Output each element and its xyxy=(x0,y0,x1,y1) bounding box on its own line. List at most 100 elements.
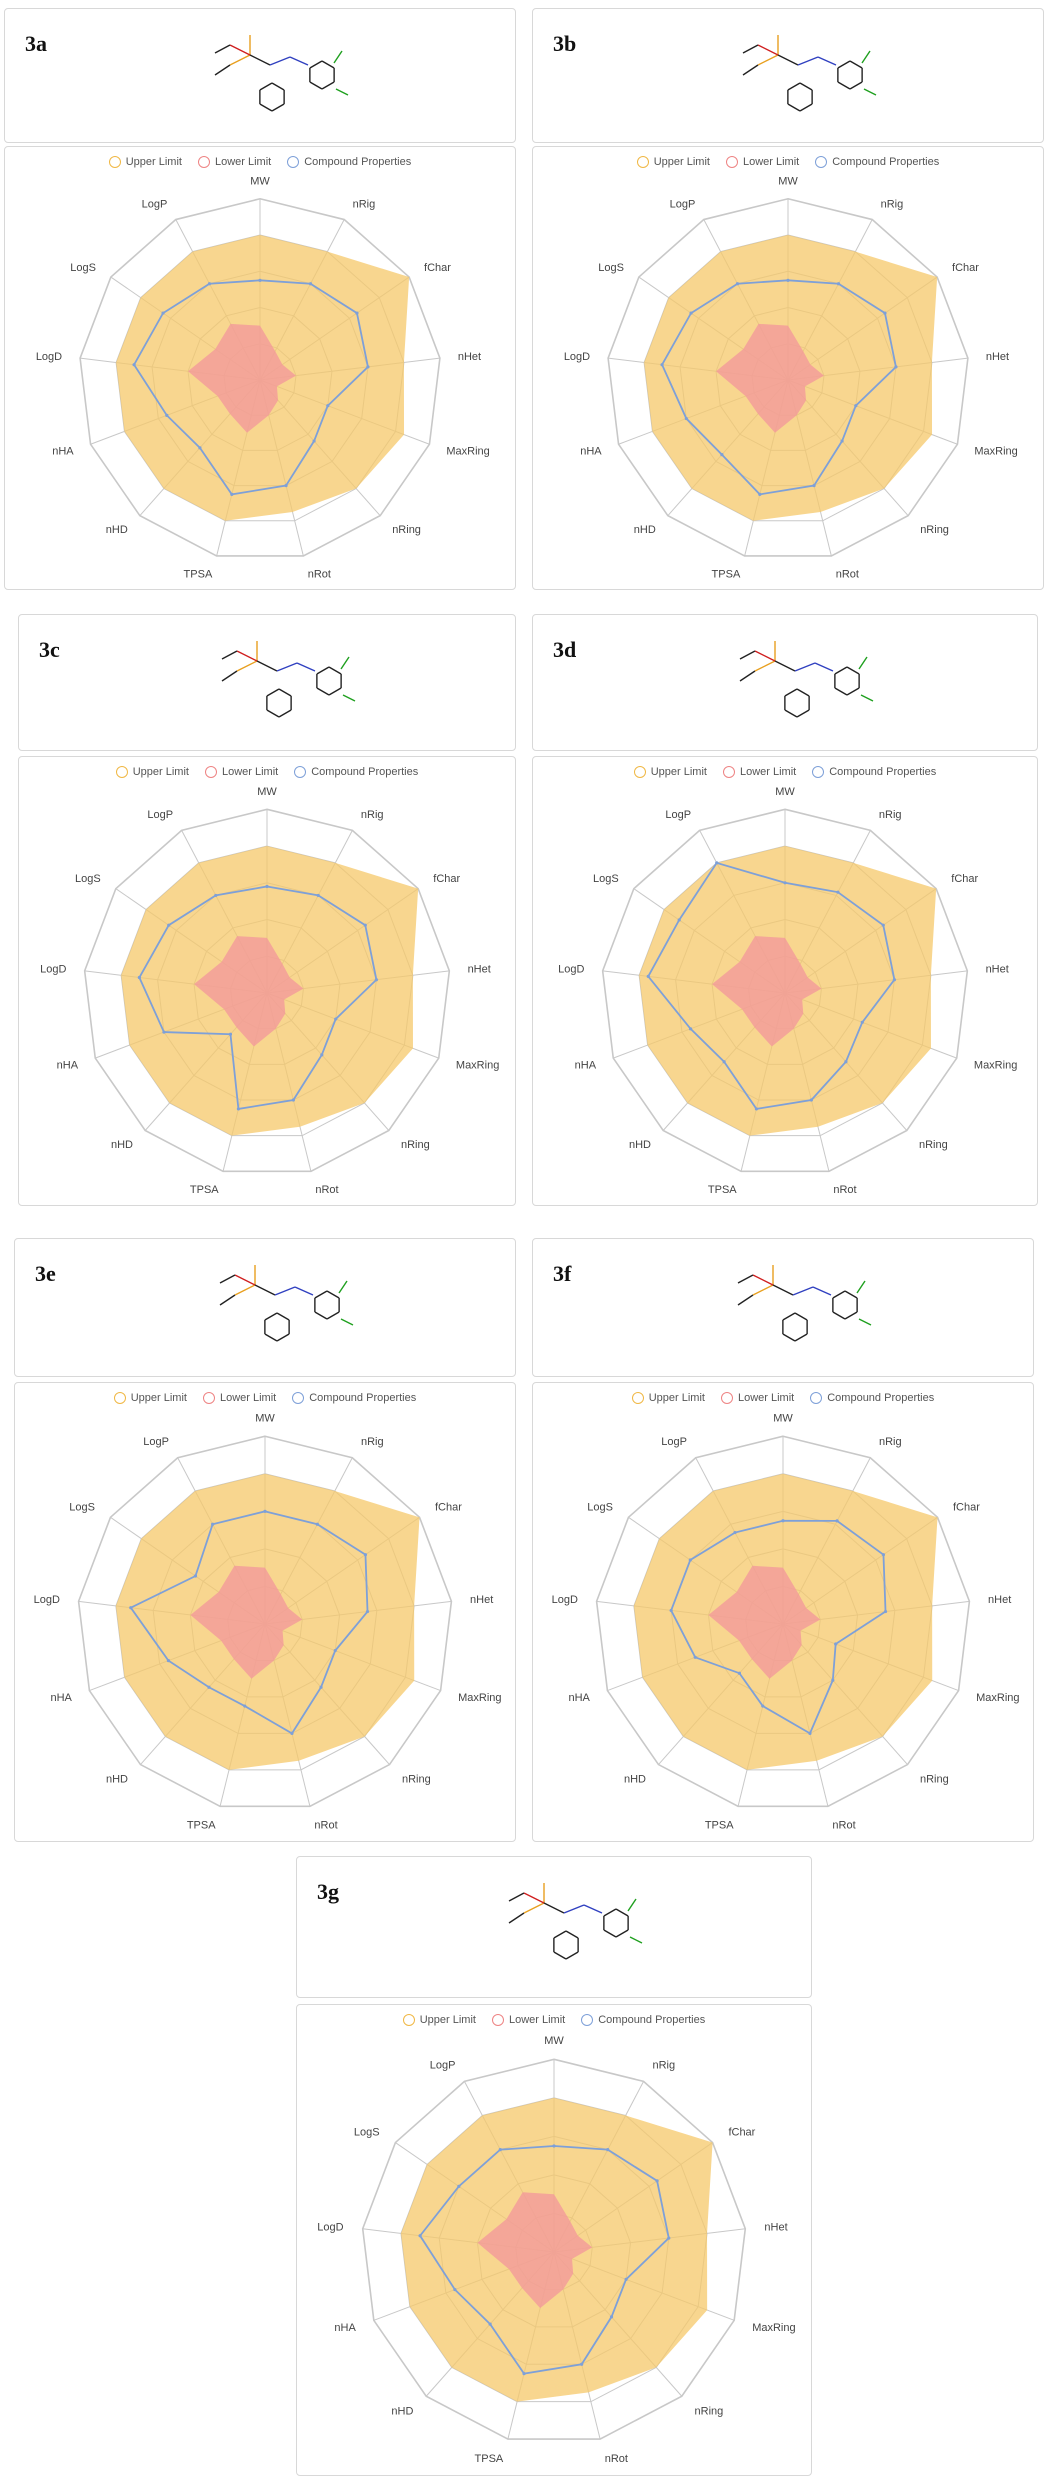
panel-label: 3a xyxy=(25,31,47,56)
legend-upper-limit[interactable]: Upper Limit xyxy=(636,153,710,171)
bond xyxy=(328,666,342,675)
axis-label-LogP: LogP xyxy=(430,2059,456,2071)
legend-compound-properties[interactable]: Compound Properties xyxy=(581,2011,705,2029)
bond xyxy=(314,1311,328,1320)
axis-label-nHD: nHD xyxy=(634,524,656,536)
legend-upper-limit[interactable]: Upper Limit xyxy=(402,2011,476,2029)
axis-label-fChar: fChar xyxy=(952,262,979,274)
axis-label-LogS: LogS xyxy=(593,873,619,885)
bond xyxy=(737,1274,754,1284)
series-compound-properties[interactable] xyxy=(129,1510,369,1735)
series-compound-properties[interactable] xyxy=(133,279,369,496)
structure-box-3d: 3d xyxy=(532,614,1038,751)
axis-label-nHet: nHet xyxy=(458,351,481,363)
axis-label-nHD: nHD xyxy=(629,1139,651,1151)
series-compound-properties[interactable] xyxy=(661,279,897,496)
legend-lower-limit[interactable]: Lower Limit xyxy=(491,2011,565,2029)
series-lower-limit[interactable] xyxy=(477,2192,593,2309)
legend-upper-limit[interactable]: Upper Limit xyxy=(115,763,189,781)
series-compound-properties-point-MW xyxy=(263,1509,267,1513)
series-compound-properties-point-nHD xyxy=(198,446,202,450)
legend-compound-properties[interactable]: Compound Properties xyxy=(810,1389,934,1407)
legend-compound-properties[interactable]: Compound Properties xyxy=(294,763,418,781)
legend-upper-limit[interactable]: Upper Limit xyxy=(113,1389,187,1407)
series-compound-properties-point-nRig xyxy=(836,282,841,286)
series-lower-limit[interactable] xyxy=(708,1565,821,1679)
series-compound-properties-point-MaxRing xyxy=(834,1642,838,1646)
radar-box-3g: Upper Limit Lower Limit Compound Propertie… xyxy=(296,2004,812,2476)
series-lower-limit[interactable] xyxy=(716,323,824,433)
legend-lower-limit[interactable]: Lower Limit xyxy=(204,763,278,781)
bond xyxy=(742,44,759,54)
bond xyxy=(316,666,330,675)
series-lower-limit[interactable] xyxy=(712,936,822,1047)
series-compound-properties-point-nRig xyxy=(835,1519,839,1523)
axis-label-nRig: nRig xyxy=(361,809,384,821)
series-compound-properties-point-TPSA xyxy=(761,1704,765,1708)
bond xyxy=(737,1294,754,1306)
series-compound-properties[interactable] xyxy=(418,2145,670,2375)
series-compound-properties-point-nHD xyxy=(737,1671,742,1675)
legend-marker-icon xyxy=(720,1392,733,1404)
legend-lower-limit[interactable]: Lower Limit xyxy=(720,1389,794,1407)
bond xyxy=(792,1286,814,1296)
legend-lower-limit[interactable]: Lower Limit xyxy=(202,1389,276,1407)
axis-label-MaxRing: MaxRing xyxy=(974,446,1017,458)
legend-label: Compound Properties xyxy=(832,156,940,168)
bond xyxy=(321,81,335,90)
legend-upper-limit[interactable]: Upper Limit xyxy=(631,1389,705,1407)
axis-label-nRing: nRing xyxy=(920,1774,949,1786)
axis-label-nRing: nRing xyxy=(920,524,949,536)
series-lower-limit[interactable] xyxy=(188,323,296,433)
axis-label-MaxRing: MaxRing xyxy=(752,2322,795,2334)
legend-label: Upper Limit xyxy=(650,766,707,778)
legend: Upper Limit Lower Limit Compound Propertie… xyxy=(533,763,1037,781)
bond xyxy=(796,688,810,697)
series-compound-properties-point-LogP xyxy=(498,2148,502,2152)
series-compound-properties-point-nHA xyxy=(688,1027,693,1031)
legend-lower-limit[interactable]: Lower Limit xyxy=(197,153,271,171)
series-compound-properties[interactable] xyxy=(138,885,378,1110)
bond xyxy=(523,1902,545,1914)
grid-ring xyxy=(79,197,441,557)
series-compound-properties-point-nRot xyxy=(284,483,288,488)
bond xyxy=(294,1286,314,1296)
bond xyxy=(221,650,238,660)
legend-lower-limit[interactable]: Lower Limit xyxy=(722,763,796,781)
series-compound-properties-point-LogD xyxy=(669,1608,673,1613)
legend-upper-limit[interactable]: Upper Limit xyxy=(108,153,182,171)
legend-lower-limit[interactable]: Lower Limit xyxy=(725,153,799,171)
bond xyxy=(752,1274,774,1286)
axis-label-LogP: LogP xyxy=(661,1436,687,1448)
bond xyxy=(772,1284,794,1296)
legend: Upper Limit Lower Limit Compound Propertie… xyxy=(5,153,515,171)
bond xyxy=(784,709,798,718)
series-compound-properties-point-MaxRing xyxy=(326,404,330,408)
series-compound-properties-point-nRing xyxy=(609,2315,614,2319)
bond xyxy=(794,662,816,672)
legend-compound-properties[interactable]: Compound Properties xyxy=(292,1389,416,1407)
series-compound-properties-point-nHet xyxy=(374,978,379,982)
bond xyxy=(309,81,323,90)
series-lower-limit[interactable] xyxy=(190,1565,303,1679)
series-compound-properties-point-nHD xyxy=(720,453,724,457)
series-compound-properties[interactable] xyxy=(670,1519,887,1735)
bond xyxy=(739,650,756,660)
legend-compound-properties[interactable]: Compound Properties xyxy=(287,153,411,171)
bond xyxy=(777,54,799,66)
bond xyxy=(812,1286,832,1296)
bond xyxy=(219,1294,236,1306)
series-compound-properties-point-MaxRing xyxy=(333,1649,337,1653)
axis-label-nRot: nRot xyxy=(314,1820,337,1832)
legend-compound-properties[interactable]: Compound Properties xyxy=(812,763,936,781)
legend-compound-properties[interactable]: Compound Properties xyxy=(815,153,939,171)
bond xyxy=(814,662,834,672)
bond xyxy=(794,1312,808,1321)
molecule-structure-3f xyxy=(737,1265,872,1342)
legend-upper-limit[interactable]: Upper Limit xyxy=(633,763,707,781)
bond xyxy=(861,50,871,64)
series-compound-properties[interactable] xyxy=(647,861,896,1110)
series-compound-properties-point-nRot xyxy=(812,483,816,488)
molecule-structure-3g xyxy=(508,1883,643,1960)
series-lower-limit[interactable] xyxy=(194,936,304,1047)
